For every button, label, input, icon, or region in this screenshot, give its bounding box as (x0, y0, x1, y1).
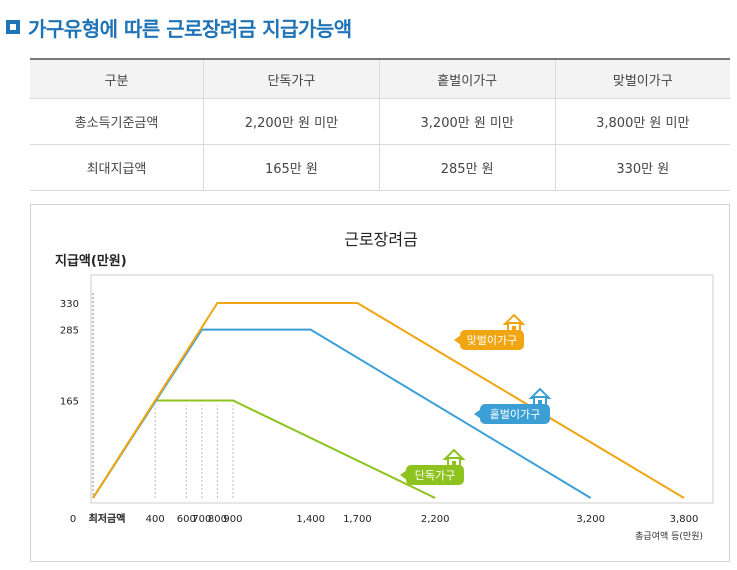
house-icon (502, 313, 526, 332)
page-header: 가구유형에 따른 근로장려금 지급가능액 (6, 10, 352, 44)
table-row: 총소득기준금액 2,200만 원 미만 3,200만 원 미만 3,800만 원… (30, 98, 730, 145)
table-header-single-earner: 홑벌이가구 (379, 58, 556, 99)
table-cell: 총소득기준금액 (30, 98, 204, 145)
legend-callout: 홑벌이가구 (474, 387, 552, 424)
legend-badge (406, 465, 464, 485)
legend-label: 맞벌이가구 (467, 334, 518, 347)
legend-label: 홑벌이가구 (490, 408, 541, 421)
y-axis-label: 지급액(만원) (55, 253, 127, 269)
x-tick-label: 1,400 (296, 514, 325, 525)
legend-label: 단독가구 (415, 469, 455, 482)
table-cell: 최대지급액 (30, 144, 204, 191)
info-table: 구분 단독가구 홑벌이가구 맞벌이가구 총소득기준금액 2,200만 원 미만 … (30, 58, 730, 191)
legend-badge (460, 330, 524, 350)
x-tick-label: 800 (208, 514, 227, 525)
table-row: 최대지급액 165만 원 285만 원 330만 원 (30, 144, 730, 191)
legend-pointer (454, 335, 461, 345)
legend-callout: 단독가구 (400, 448, 466, 485)
series-line (92, 399, 436, 499)
series-line (92, 302, 685, 499)
table-cell: 3,800만 원 미만 (555, 98, 730, 145)
title-bullet-icon (6, 20, 20, 34)
y-tick-label: 165 (60, 397, 79, 408)
min-wage-label: 최저금액 (89, 512, 126, 525)
legend-callout: 맞벌이가구 (454, 313, 526, 350)
y-tick-label: 330 (60, 299, 79, 310)
legend-badge (480, 404, 550, 424)
legend-pointer (474, 409, 481, 419)
x-axis-label: 총급여액 등(만원) (635, 530, 703, 542)
house-icon (442, 448, 466, 467)
x-tick-label: 400 (146, 514, 165, 525)
chart-panel: 근로장려금 지급액(만원) 165 285 330 400 600 700 800 900 1… (30, 204, 730, 562)
table-cell: 330만 원 (555, 144, 730, 191)
x-tick-label: 700 (192, 514, 211, 525)
x-tick-label: 1,700 (343, 514, 372, 525)
table-header-single: 단독가구 (203, 58, 380, 99)
x-tick-label: 600 (177, 514, 196, 525)
x-tick-label: 2,200 (421, 514, 450, 525)
table-cell: 165만 원 (203, 144, 380, 191)
page-title: 가구유형에 따른 근로장려금 지급가능액 (28, 16, 352, 41)
table-header-row: 구분 단독가구 홑벌이가구 맞벌이가구 (30, 58, 730, 99)
plot-area (90, 274, 714, 504)
table-cell: 285만 원 (379, 144, 556, 191)
house-icon (528, 387, 552, 406)
x-tick-label: 3,800 (670, 514, 699, 525)
zero-tick-label: 0 (70, 514, 76, 525)
x-tick-label: 3,200 (576, 514, 605, 525)
table-header-category: 구분 (30, 58, 204, 99)
y-tick-label: 285 (60, 326, 79, 337)
table-cell: 3,200만 원 미만 (379, 98, 556, 145)
legend-pointer (400, 470, 407, 480)
x-tick-label: 900 (223, 514, 242, 525)
chart-title: 근로장려금 (344, 230, 418, 249)
table-cell: 2,200만 원 미만 (203, 98, 380, 145)
table-header-dual-earner: 맞벌이가구 (555, 58, 730, 99)
